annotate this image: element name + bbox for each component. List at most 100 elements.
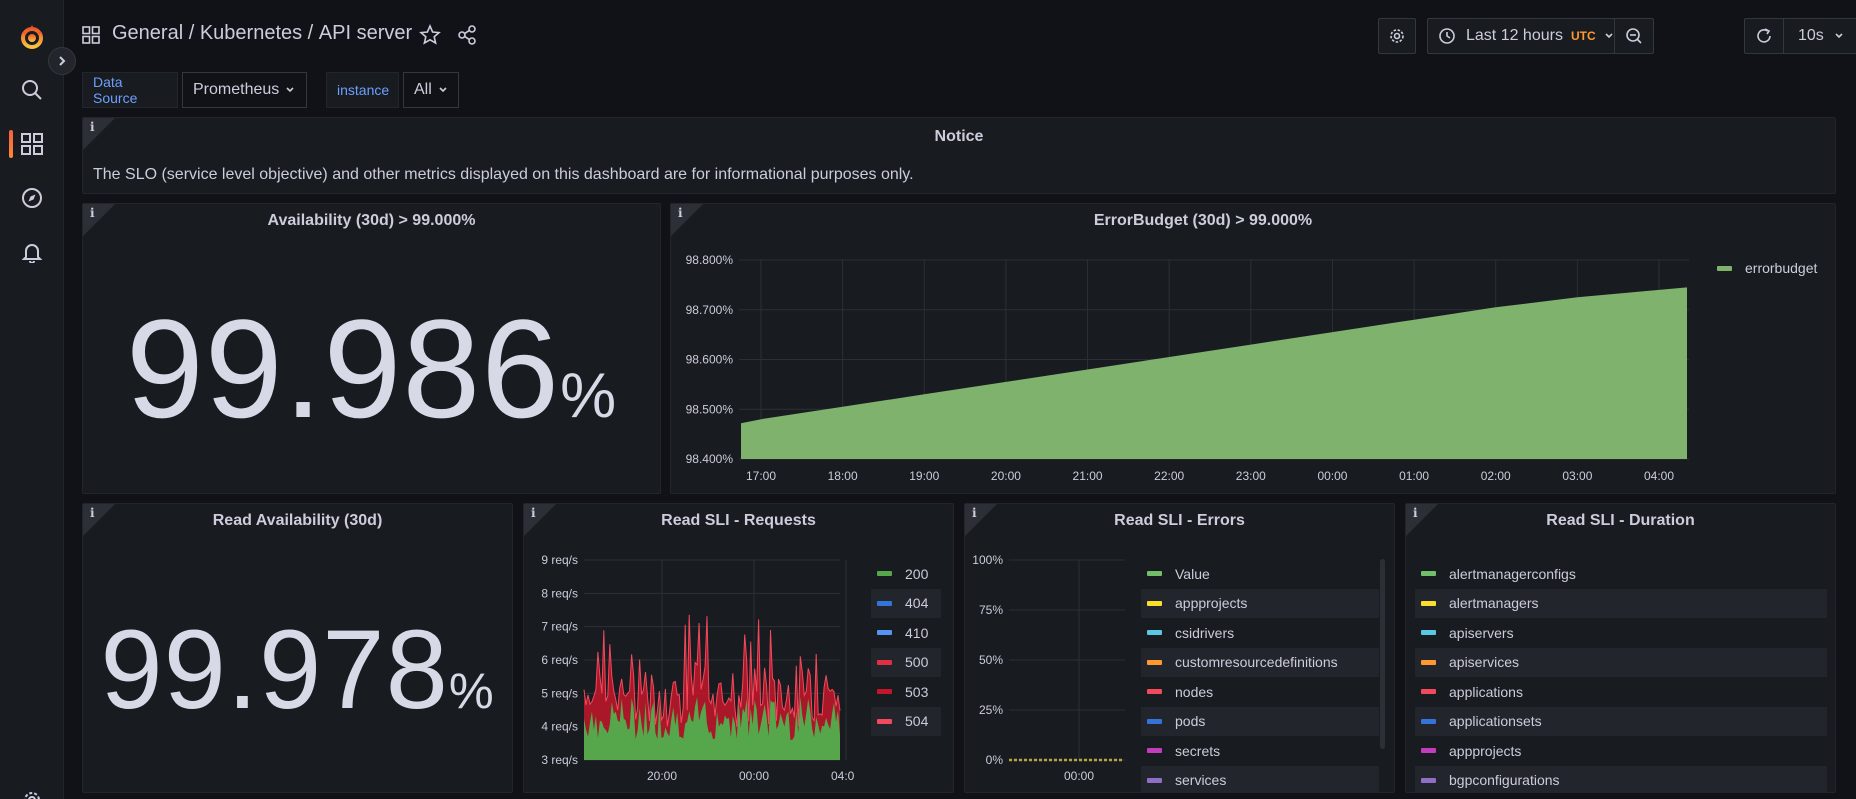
- legend-item[interactable]: pods: [1141, 706, 1379, 736]
- grafana-logo-icon[interactable]: [14, 19, 50, 55]
- stat-unit: %: [448, 662, 495, 719]
- legend-item[interactable]: 504: [871, 706, 941, 736]
- timezone-badge: UTC: [1570, 29, 1596, 43]
- chevron-down-icon: [286, 87, 294, 93]
- panel-title[interactable]: ErrorBudget (30d) > 99.000%: [1093, 212, 1313, 229]
- panel-title[interactable]: Availability (30d) > 99.000%: [267, 212, 476, 229]
- expand-sidebar-button[interactable]: [48, 47, 76, 75]
- divider: [1614, 19, 1615, 53]
- legend-item[interactable]: appprojects: [1141, 588, 1379, 618]
- legend-item[interactable]: 200: [871, 559, 941, 589]
- panel-title[interactable]: Notice: [934, 128, 984, 145]
- legend-item[interactable]: Value: [1141, 559, 1379, 589]
- panel-info-corner[interactable]: [83, 504, 115, 536]
- info-icon[interactable]: i: [90, 506, 95, 520]
- legend-item[interactable]: applicationsets: [1415, 706, 1827, 736]
- info-icon[interactable]: i: [678, 206, 683, 220]
- read-duration-legend: alertmanagerconfigs alertmanagers apiserve…: [1415, 559, 1827, 792]
- panel-info-corner[interactable]: [524, 504, 556, 536]
- series-area-200: [584, 696, 840, 760]
- legend-item[interactable]: applications: [1415, 677, 1827, 707]
- legend-swatch: [877, 718, 892, 724]
- panel-title[interactable]: Read SLI - Duration: [1546, 512, 1695, 529]
- legend-label: errorbudget: [1745, 260, 1818, 276]
- legend-item[interactable]: errorbudget: [1711, 257, 1817, 279]
- legend-swatch: [1421, 659, 1436, 665]
- legend-label: 404: [905, 595, 929, 612]
- datasource-select[interactable]: Prometheus: [182, 72, 307, 108]
- breadcrumb-separator: /: [183, 22, 200, 44]
- breadcrumb-section[interactable]: Kubernetes: [199, 22, 303, 44]
- search-icon[interactable]: [14, 72, 50, 108]
- x-tick-label: 00:00: [739, 769, 769, 783]
- legend-scrollbar[interactable]: [1380, 559, 1385, 749]
- legend-item[interactable]: appprojects: [1415, 736, 1827, 766]
- alerting-bell-icon[interactable]: [14, 234, 50, 270]
- info-icon[interactable]: i: [90, 206, 95, 220]
- series-area-errorbudget: [741, 287, 1687, 459]
- legend-label: alertmanagers: [1449, 595, 1539, 612]
- legend-item[interactable]: nodes: [1141, 677, 1379, 707]
- chevron-right-icon: [59, 56, 66, 66]
- legend-item[interactable]: 500: [871, 647, 941, 677]
- legend-label: 410: [905, 624, 929, 641]
- legend-item[interactable]: csidrivers: [1141, 618, 1379, 648]
- explore-icon[interactable]: [14, 180, 50, 216]
- notice-text: The SLO (service level objective) and ot…: [93, 166, 914, 183]
- breadcrumb-folder[interactable]: General: [112, 22, 184, 44]
- legend-item[interactable]: apiservices: [1415, 647, 1827, 677]
- panel-info-corner[interactable]: [965, 504, 997, 536]
- panel-info-corner[interactable]: [83, 118, 115, 150]
- zoom-out-button[interactable]: [1615, 19, 1653, 53]
- legend-item[interactable]: customresourcedefinitions: [1141, 647, 1379, 677]
- info-icon[interactable]: i: [90, 120, 95, 134]
- info-icon[interactable]: i: [1413, 506, 1418, 520]
- share-icon[interactable]: [456, 24, 478, 46]
- legend-item[interactable]: 410: [871, 618, 941, 648]
- breadcrumb-dashboard[interactable]: API server: [318, 22, 413, 44]
- panel-info-corner[interactable]: [83, 204, 115, 236]
- panel-info-corner[interactable]: [1406, 504, 1438, 536]
- legend-item[interactable]: alertmanagers: [1415, 588, 1827, 618]
- legend-item[interactable]: 404: [871, 588, 941, 618]
- refresh-picker[interactable]: 10s: [1744, 18, 1856, 54]
- legend-swatch: [1421, 718, 1436, 724]
- legend-swatch: [877, 571, 892, 577]
- legend-swatch: [877, 630, 892, 636]
- dashboard-grid-icon: [82, 26, 100, 44]
- y-tick-label: 75%: [979, 603, 1003, 617]
- legend-swatch: [1421, 600, 1436, 606]
- legend-item[interactable]: secrets: [1141, 736, 1379, 766]
- legend-item[interactable]: bgpconfigurations: [1415, 765, 1827, 792]
- dashboard-settings-button[interactable]: [1378, 18, 1416, 54]
- star-icon[interactable]: [419, 24, 441, 46]
- legend-item[interactable]: apiservers: [1415, 618, 1827, 648]
- chevron-down-icon: [1605, 33, 1613, 39]
- panel-title[interactable]: Read SLI - Requests: [661, 512, 816, 529]
- panel-title[interactable]: Read Availability (30d): [212, 512, 383, 529]
- legend-item[interactable]: alertmanagerconfigs: [1415, 559, 1827, 589]
- read-errors-panel: i Read SLI - Errors 0% 25% 50% 75% 100% 00:00…: [964, 503, 1395, 793]
- time-range-picker[interactable]: Last 12 hours UTC: [1427, 18, 1654, 54]
- instance-select[interactable]: All: [403, 72, 459, 108]
- legend-item[interactable]: services: [1141, 765, 1379, 792]
- errorbudget-chart[interactable]: 98.400% 98.500% 98.600% 98.700% 98.800% 17:00…: [671, 204, 1836, 494]
- x-tick-label: 20:00: [991, 469, 1021, 483]
- y-tick-label: 4 req/s: [541, 720, 578, 734]
- legend-label: applications: [1449, 683, 1523, 700]
- info-icon[interactable]: i: [531, 506, 536, 520]
- info-icon[interactable]: i: [972, 506, 977, 520]
- read-errors-chart[interactable]: 0% 25% 50% 75% 100% 00:00: [965, 504, 1135, 793]
- legend-swatch: [1421, 630, 1436, 636]
- read-duration-panel: i Read SLI - Duration alertmanagerconfig…: [1405, 503, 1836, 793]
- legend-swatch: [1147, 630, 1162, 636]
- panel-title[interactable]: Read SLI - Errors: [1114, 512, 1245, 529]
- legend-label: 504: [905, 713, 929, 730]
- refresh-button[interactable]: [1745, 19, 1783, 53]
- x-tick-label: 20:00: [647, 769, 677, 783]
- dashboards-icon[interactable]: [14, 126, 50, 162]
- settings-gear-icon[interactable]: [14, 782, 50, 799]
- panel-info-corner[interactable]: [671, 204, 703, 236]
- legend-item[interactable]: 503: [871, 677, 941, 707]
- read-requests-chart[interactable]: 3 req/s 4 req/s 5 req/s 6 req/s 7 req/s 8 req…: [524, 504, 854, 793]
